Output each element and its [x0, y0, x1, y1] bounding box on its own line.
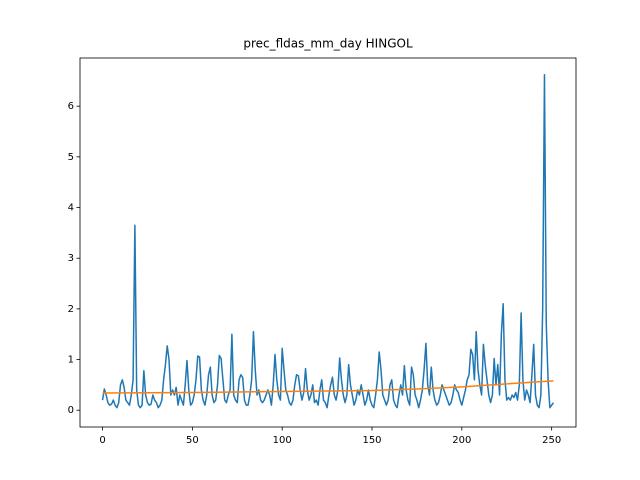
x-tick-label: 250	[542, 435, 561, 446]
y-tick-label: 6	[68, 101, 74, 112]
x-tick-label: 200	[452, 435, 471, 446]
x-tick-label: 0	[99, 435, 105, 446]
y-tick-label: 4	[68, 203, 74, 214]
x-tick-label: 150	[362, 435, 381, 446]
data-line	[102, 380, 554, 394]
y-tick-label: 1	[68, 355, 74, 366]
axes-frame	[79, 57, 577, 428]
data-line	[101, 74, 555, 409]
x-tick-label: 50	[186, 435, 199, 446]
y-tick-label: 0	[68, 405, 74, 416]
x-tick-label: 100	[273, 435, 292, 446]
chart-title: prec_fldas_mm_day HINGOL	[243, 37, 413, 51]
y-tick-label: 5	[68, 152, 74, 163]
y-tick-label: 3	[68, 253, 74, 264]
y-tick-label: 2	[68, 304, 74, 315]
